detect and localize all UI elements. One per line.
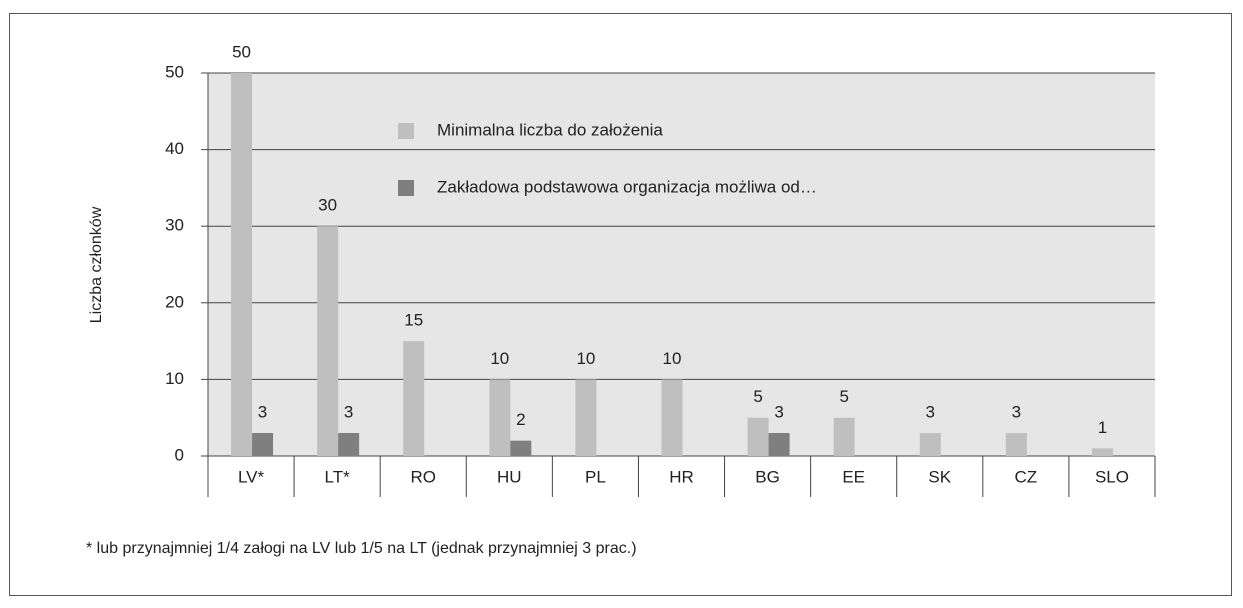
x-tick-label: CZ [1015, 467, 1038, 486]
bar [317, 226, 339, 456]
bar [252, 433, 274, 456]
y-tick-label: 0 [175, 445, 184, 464]
value-label: 2 [516, 410, 525, 429]
legend-swatch [398, 123, 414, 139]
x-tick-label: LV* [238, 467, 265, 486]
x-tick-label: LT* [325, 467, 351, 486]
bar [231, 73, 253, 456]
bar [661, 379, 683, 456]
bar [403, 341, 425, 456]
bar [338, 433, 360, 456]
bar [1091, 448, 1113, 456]
value-label: 10 [490, 349, 509, 368]
x-tick-label: RO [410, 467, 436, 486]
x-tick-label: HR [669, 467, 694, 486]
value-label: 3 [926, 403, 935, 422]
bar [1005, 433, 1027, 456]
value-label: 10 [576, 349, 595, 368]
bar [747, 417, 769, 456]
y-tick-label: 40 [165, 139, 184, 158]
value-label: 30 [318, 196, 337, 215]
bar [768, 433, 790, 456]
x-tick-label: PL [585, 467, 606, 486]
bar [919, 433, 941, 456]
value-label: 3 [258, 403, 267, 422]
value-label: 3 [1012, 403, 1021, 422]
legend-label: Zakładowa podstawowa organizacja możliwa… [437, 177, 817, 196]
x-tick-label: SK [928, 467, 951, 486]
x-tick-label: BG [755, 467, 780, 486]
y-tick-label: 20 [165, 292, 184, 311]
bar [833, 417, 855, 456]
legend-swatch [398, 180, 414, 196]
y-tick-label: 30 [165, 216, 184, 235]
value-label: 3 [774, 403, 783, 422]
value-label: 1 [1098, 418, 1107, 437]
footnote: * lub przynajmniej 1/4 załogi na LV lub … [86, 540, 637, 557]
value-label: 15 [404, 311, 423, 330]
bar [489, 379, 511, 456]
y-axis-label: Liczba członków [88, 206, 105, 323]
frame [9, 13, 1232, 596]
x-tick-label: EE [842, 467, 865, 486]
value-label: 10 [663, 349, 682, 368]
bar [510, 440, 532, 456]
y-tick-label: 10 [165, 369, 184, 388]
legend-label: Minimalna liczba do założenia [437, 120, 663, 139]
value-label: 50 [232, 42, 251, 61]
value-label: 5 [753, 387, 762, 406]
x-tick-label: HU [497, 467, 522, 486]
value-label: 5 [839, 387, 848, 406]
bar [575, 379, 597, 456]
value-label: 3 [344, 403, 353, 422]
x-tick-label: SLO [1095, 467, 1129, 486]
y-tick-label: 50 [165, 62, 184, 81]
